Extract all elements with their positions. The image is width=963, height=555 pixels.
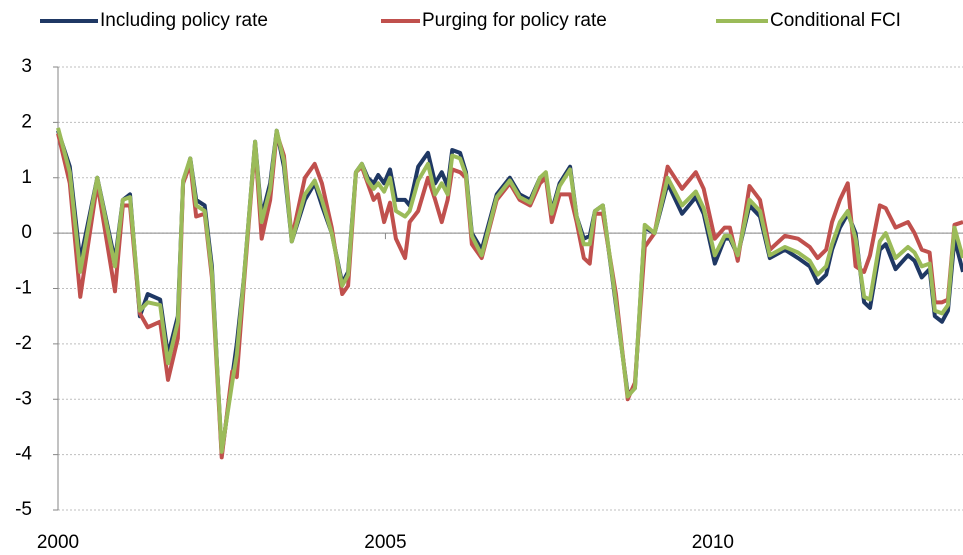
y-tick-label: 1: [21, 167, 32, 188]
y-tick-label: -5: [15, 499, 32, 520]
legend-label: Conditional FCI: [770, 10, 901, 31]
legend-label: Including policy rate: [100, 10, 268, 31]
x-tick-label: 2010: [692, 532, 734, 553]
y-tick-label: 2: [21, 111, 32, 132]
y-tick-label: 3: [21, 56, 32, 77]
y-tick-label: -1: [15, 278, 32, 299]
y-tick-label: 0: [21, 222, 32, 243]
x-tick-label: 2000: [37, 532, 79, 553]
legend-label: Purging for policy rate: [422, 10, 607, 31]
y-tick-label: -3: [15, 388, 32, 409]
series-line: [56, 127, 963, 454]
y-tick-label: -2: [15, 333, 32, 354]
x-tick-label: 2005: [364, 532, 406, 553]
y-tick-label: -4: [15, 444, 32, 465]
